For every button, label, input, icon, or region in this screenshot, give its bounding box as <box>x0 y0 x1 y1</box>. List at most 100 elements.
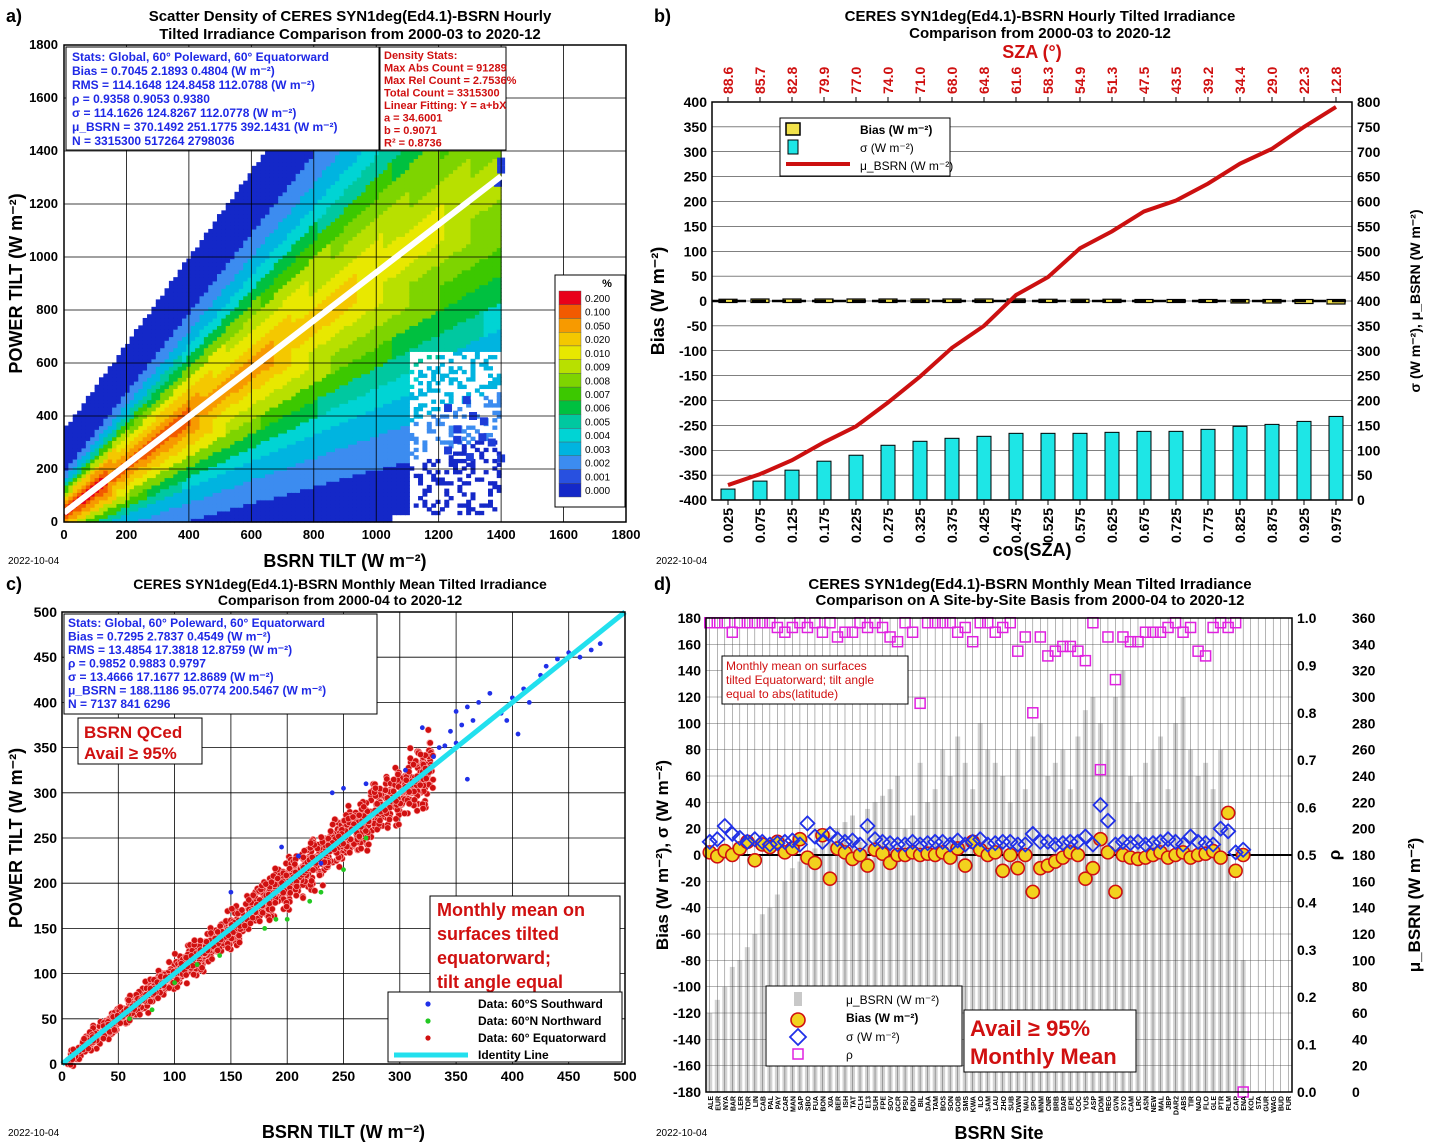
density-cell <box>318 340 323 344</box>
density-cell <box>151 344 156 348</box>
density-cell <box>138 348 143 352</box>
density-cell <box>169 400 174 404</box>
density-cell <box>217 511 222 515</box>
density-cell <box>178 481 183 485</box>
density-cell <box>239 444 244 448</box>
density-cell <box>95 470 100 474</box>
density-cell <box>304 433 309 437</box>
density-cell <box>352 370 357 374</box>
density-cell <box>309 233 314 237</box>
density-cell <box>86 452 91 456</box>
density-cell <box>335 400 340 404</box>
density-cell <box>291 463 296 467</box>
density-cell <box>352 221 357 225</box>
density-cell <box>318 181 323 185</box>
density-cell <box>344 489 349 493</box>
density-cell <box>274 281 279 285</box>
density-cell <box>138 351 143 355</box>
density-cell <box>81 407 86 411</box>
density-cell <box>182 507 187 511</box>
density-cell <box>217 503 222 507</box>
density-cell <box>269 285 274 289</box>
density-cell <box>309 474 314 478</box>
density-cell <box>318 474 323 478</box>
density-cell <box>322 466 327 470</box>
density-cell <box>195 388 200 392</box>
density-cell <box>204 325 209 329</box>
density-cell <box>134 333 139 337</box>
density-cell <box>143 388 148 392</box>
density-cell <box>243 329 248 333</box>
density-cell <box>304 225 309 229</box>
density-cell <box>248 218 253 222</box>
density-cell <box>182 485 187 489</box>
density-cell <box>230 303 235 307</box>
density-cell <box>300 455 305 459</box>
density-cell <box>191 485 196 489</box>
density-cell <box>130 485 135 489</box>
density-cell <box>256 233 261 237</box>
density-cell <box>204 344 209 348</box>
density-cell <box>300 173 305 177</box>
density-cell <box>143 426 148 430</box>
density-cell <box>274 459 279 463</box>
density-cell <box>151 470 156 474</box>
density-cell <box>300 218 305 222</box>
density-cell <box>95 496 100 500</box>
density-cell <box>318 192 323 196</box>
density-cell <box>130 437 135 441</box>
density-cell <box>326 348 331 352</box>
density-cell <box>178 463 183 467</box>
density-cell <box>274 225 279 229</box>
density-cell <box>339 184 344 188</box>
density-cell <box>143 466 148 470</box>
density-cell <box>243 351 248 355</box>
density-cell <box>213 251 218 255</box>
density-cell <box>326 481 331 485</box>
density-cell <box>173 477 178 481</box>
density-cell <box>178 325 183 329</box>
density-cell <box>151 485 156 489</box>
density-cell <box>208 314 213 318</box>
density-cell <box>339 463 344 467</box>
density-cell <box>335 273 340 277</box>
density-cell <box>318 396 323 400</box>
density-cell <box>147 396 152 400</box>
density-cell <box>221 503 226 507</box>
density-cell <box>291 452 296 456</box>
density-cell <box>296 166 301 170</box>
density-cell <box>348 225 353 229</box>
density-cell <box>217 403 222 407</box>
density-cell <box>234 355 239 359</box>
density-cell <box>195 281 200 285</box>
density-cell <box>165 374 170 378</box>
density-cell <box>331 266 336 270</box>
density-cell <box>278 270 283 274</box>
density-cell <box>339 277 344 281</box>
density-cell <box>318 337 323 341</box>
density-cell <box>278 381 283 385</box>
density-cell <box>291 400 296 404</box>
density-cell <box>195 433 200 437</box>
density-cell <box>230 225 235 229</box>
density-cell <box>339 210 344 214</box>
density-cell <box>130 370 135 374</box>
density-cell <box>309 403 314 407</box>
density-cell <box>344 329 349 333</box>
density-cell <box>256 325 261 329</box>
density-cell <box>234 322 239 326</box>
density-cell <box>256 414 261 418</box>
density-cell <box>318 173 323 177</box>
density-cell <box>191 466 196 470</box>
density-cell <box>274 455 279 459</box>
density-cell <box>217 285 222 289</box>
density-cell <box>335 285 340 289</box>
density-cell <box>348 247 353 251</box>
density-cell <box>221 374 226 378</box>
density-cell <box>191 400 196 404</box>
density-cell <box>86 481 91 485</box>
density-cell <box>283 292 288 296</box>
density-cell <box>348 199 353 203</box>
density-cell <box>252 203 257 207</box>
density-cell <box>248 440 253 444</box>
